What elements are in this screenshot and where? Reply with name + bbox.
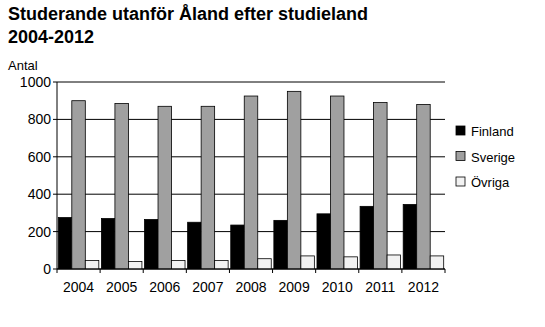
legend-label: Sverige <box>471 150 515 165</box>
y-tick-label: 600 <box>28 149 52 165</box>
x-tick <box>186 269 187 273</box>
bars <box>58 91 443 269</box>
chart-svg: Studerande utanför Åland efter studielan… <box>0 0 545 327</box>
bar <box>301 256 315 269</box>
legend-swatch <box>456 177 465 186</box>
bar <box>374 103 388 269</box>
chart-container: Studerande utanför Åland efter studielan… <box>0 0 545 327</box>
bar <box>387 255 401 269</box>
x-axis <box>57 269 445 270</box>
legend-swatch <box>456 152 465 161</box>
x-tick-label: 2011 <box>365 279 395 295</box>
bar <box>115 104 128 269</box>
x-tick <box>401 269 402 273</box>
legend-swatch <box>456 126 465 135</box>
y-tick-label: 0 <box>43 261 51 277</box>
title: Studerande utanför Åland efter studielan… <box>8 4 368 47</box>
x-tick-label: 2007 <box>192 279 223 295</box>
x-tick <box>272 269 273 273</box>
background <box>0 0 545 327</box>
bar <box>128 262 142 269</box>
bar <box>201 106 215 269</box>
bar <box>215 261 229 269</box>
bar <box>403 204 417 269</box>
title-line: Studerande utanför Åland efter studielan… <box>8 4 368 24</box>
legend-label: Övriga <box>471 175 510 190</box>
bar <box>317 214 331 269</box>
bar <box>188 222 202 269</box>
bar <box>58 218 72 269</box>
y-tick <box>53 231 57 232</box>
y-tick-label: 1000 <box>20 74 51 90</box>
x-tick <box>229 269 230 273</box>
x-tick-label: 2006 <box>149 279 180 295</box>
y-tick <box>53 82 57 83</box>
y-tick <box>53 269 57 270</box>
y-tick <box>53 194 57 195</box>
x-tick-label: 2004 <box>63 279 94 295</box>
bar <box>101 219 115 269</box>
x-tick <box>445 269 446 273</box>
bar <box>231 225 245 269</box>
bar <box>330 96 344 269</box>
legend-label: Finland <box>471 124 514 139</box>
bar <box>172 261 186 269</box>
bar <box>417 104 431 269</box>
bar <box>158 106 172 269</box>
x-tick <box>315 269 316 273</box>
y-tick-label: 200 <box>28 224 52 240</box>
bar <box>258 259 272 269</box>
bar <box>72 101 86 269</box>
x-tick-label: 2008 <box>235 279 266 295</box>
y-tick <box>53 119 57 120</box>
bar <box>344 257 358 269</box>
bar <box>430 256 444 269</box>
bar <box>85 261 99 269</box>
y-tick-label: 800 <box>28 111 52 127</box>
bar <box>287 91 301 269</box>
title-line: 2004-2012 <box>8 27 94 47</box>
x-tick <box>143 269 144 273</box>
bar <box>244 96 258 269</box>
y-tick-label: 400 <box>28 186 52 202</box>
x-tick-label: 2005 <box>106 279 137 295</box>
x-tick <box>57 269 58 273</box>
y-axis <box>57 82 58 269</box>
y-tick <box>53 156 57 157</box>
x-tick-label: 2010 <box>322 279 353 295</box>
x-tick-label: 2012 <box>408 279 439 295</box>
y-axis-label: Antal <box>8 58 38 73</box>
grid-line <box>57 82 445 83</box>
grid-line <box>57 269 445 270</box>
bar <box>360 206 374 269</box>
x-tick-label: 2009 <box>279 279 310 295</box>
bar <box>145 219 159 269</box>
bar <box>274 220 288 269</box>
x-tick <box>358 269 359 273</box>
x-tick <box>100 269 101 273</box>
